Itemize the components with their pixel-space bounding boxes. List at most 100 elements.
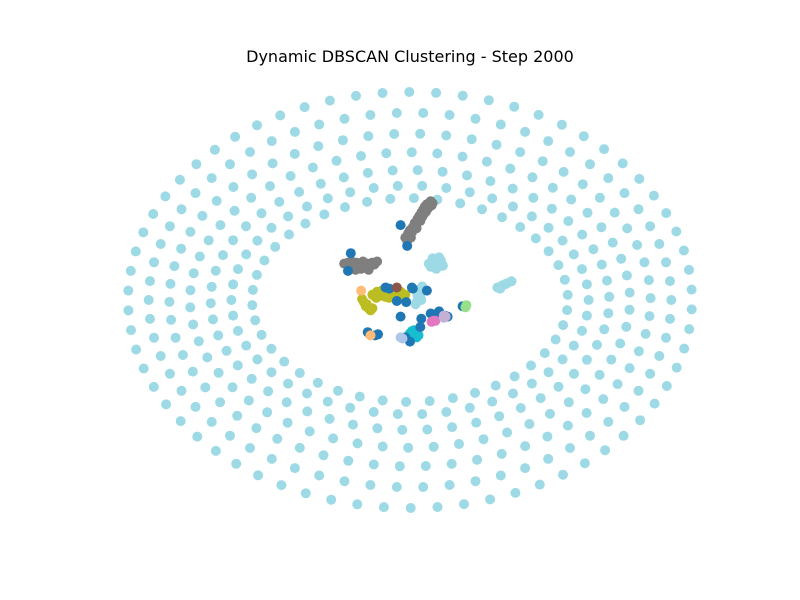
point-background [318, 450, 329, 461]
point-background [624, 287, 635, 298]
point-blue-noise [343, 265, 353, 276]
point-background [190, 188, 201, 199]
point-background [377, 395, 388, 406]
point-background [328, 433, 339, 444]
point-background [508, 388, 518, 399]
point-background [686, 304, 697, 315]
point-background [547, 182, 558, 193]
point-background [581, 310, 592, 321]
point-background [617, 158, 628, 169]
point-light-blue-upper [436, 255, 446, 266]
point-background [362, 196, 373, 207]
point-background [602, 275, 612, 286]
point-background [267, 158, 278, 169]
point-background [415, 128, 426, 139]
point-background [568, 249, 579, 260]
point-background [596, 222, 607, 233]
point-background [279, 356, 290, 367]
point-background [471, 417, 482, 428]
point-background [233, 325, 243, 336]
point-background [585, 159, 595, 170]
point-background [490, 380, 501, 391]
point-background [377, 441, 388, 452]
point-background [520, 126, 531, 137]
point-background [372, 423, 383, 434]
point-background [495, 470, 506, 481]
point-background [185, 302, 196, 313]
point-background [215, 397, 226, 408]
point-background [202, 352, 213, 363]
point-background [483, 95, 494, 106]
point-background [405, 503, 416, 513]
point-background [368, 407, 379, 417]
point-background [441, 130, 452, 141]
point-background [345, 187, 356, 198]
point-background [441, 407, 452, 417]
point-background [578, 131, 589, 142]
point-background [241, 340, 252, 351]
point-background [418, 482, 429, 492]
point-background [417, 180, 428, 191]
point-background [550, 334, 561, 345]
point-background [340, 202, 350, 213]
point-background [197, 210, 208, 221]
point-background [581, 354, 592, 365]
point-background [165, 278, 176, 289]
point-background [509, 371, 520, 382]
point-background [283, 378, 294, 389]
point-background [145, 313, 155, 324]
point-background [354, 391, 365, 402]
point-orange [365, 330, 376, 341]
point-background [391, 482, 402, 492]
point-background [485, 176, 496, 187]
point-background [459, 499, 469, 510]
point-background [553, 381, 564, 392]
point-background [515, 147, 526, 158]
point-background [582, 207, 593, 218]
point-background [251, 423, 262, 434]
point-background [385, 193, 396, 204]
point-background [125, 265, 136, 276]
point-background [313, 141, 324, 152]
point-background [515, 222, 526, 232]
point-background [559, 274, 570, 285]
point-gray-diagonal [427, 198, 438, 209]
point-background [588, 244, 599, 255]
point-background [643, 275, 654, 286]
point-background [457, 90, 468, 101]
point-background [363, 131, 374, 142]
point-background [289, 126, 300, 137]
point-background [314, 119, 325, 130]
point-background [661, 257, 671, 268]
point-background [545, 408, 555, 419]
point-background [252, 235, 263, 246]
point-background [598, 394, 609, 405]
point-background [546, 203, 557, 214]
point-background [562, 289, 573, 300]
point-background [246, 373, 257, 384]
point-background [392, 180, 403, 191]
point-background [343, 455, 354, 466]
point-background [312, 377, 323, 388]
point-background [645, 293, 656, 304]
point-background [314, 470, 325, 481]
point-background [634, 173, 645, 184]
point-background [352, 438, 363, 449]
point-background [130, 246, 141, 257]
point-blue-noise [407, 283, 418, 294]
point-blue-noise [384, 283, 395, 294]
point-background [408, 193, 419, 204]
point-gray-horizontal [358, 256, 368, 267]
point-background [123, 305, 134, 316]
point-background [485, 494, 496, 505]
point-background [368, 459, 379, 470]
point-background [432, 502, 443, 512]
point-background [188, 268, 199, 279]
point-blue-noise [401, 297, 412, 308]
point-background [487, 396, 498, 407]
point-background [285, 171, 296, 181]
point-background [228, 182, 239, 192]
point-background [252, 120, 262, 131]
point-background [232, 360, 243, 371]
point-background [600, 445, 611, 456]
